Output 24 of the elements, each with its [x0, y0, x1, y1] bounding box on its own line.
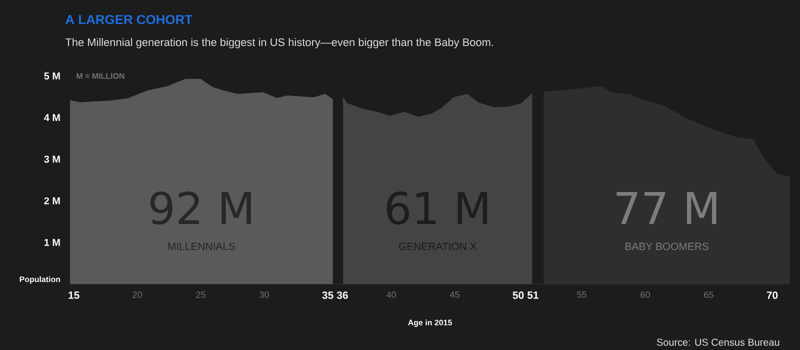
x-tick-label: 45 [450, 292, 460, 298]
x-tick-label: 51 [527, 292, 538, 299]
x-tick-label: 60 [640, 292, 650, 298]
x-tick-label: 15 [68, 292, 80, 299]
y-tick-label: 2 M [44, 197, 60, 204]
x-tick-label: 30 [260, 292, 269, 298]
x-tick-label: 35 [322, 292, 334, 299]
x-tick-label: 25 [196, 292, 206, 298]
y-tick-label: 1 M [44, 238, 60, 246]
x-tick-label: 50 [512, 292, 524, 299]
chart-title: A LARGER COHORT [66, 14, 192, 24]
y-tick-label: 3 M [44, 156, 60, 163]
series-label: BABY BOOMERS [626, 242, 708, 250]
x-tick-label: 55 [577, 292, 586, 298]
y-tick-label: 5 M [44, 72, 60, 80]
source-note: Source: US Census Bureau [656, 338, 780, 346]
chart-subtitle: The Millennial generation is the biggest in US history—even bigger than the Baby Boom. [65, 38, 493, 48]
x-tick-label: 65 [704, 292, 714, 298]
x-tick-label: 70 [766, 292, 778, 299]
y-tick-label: 4 M [44, 114, 60, 122]
x-tick-label: 20 [132, 292, 142, 298]
annotation: 77 M [616, 192, 716, 224]
x-tick-label: 40 [386, 292, 396, 298]
x-tick-label: 36 [336, 292, 348, 299]
